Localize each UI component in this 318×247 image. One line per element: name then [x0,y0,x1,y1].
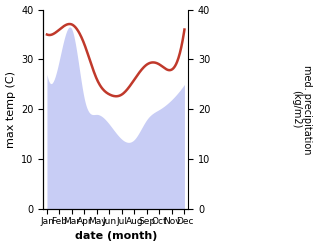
Y-axis label: med. precipitation
(kg/m2): med. precipitation (kg/m2) [291,65,313,154]
Y-axis label: max temp (C): max temp (C) [5,71,16,148]
X-axis label: date (month): date (month) [74,231,157,242]
